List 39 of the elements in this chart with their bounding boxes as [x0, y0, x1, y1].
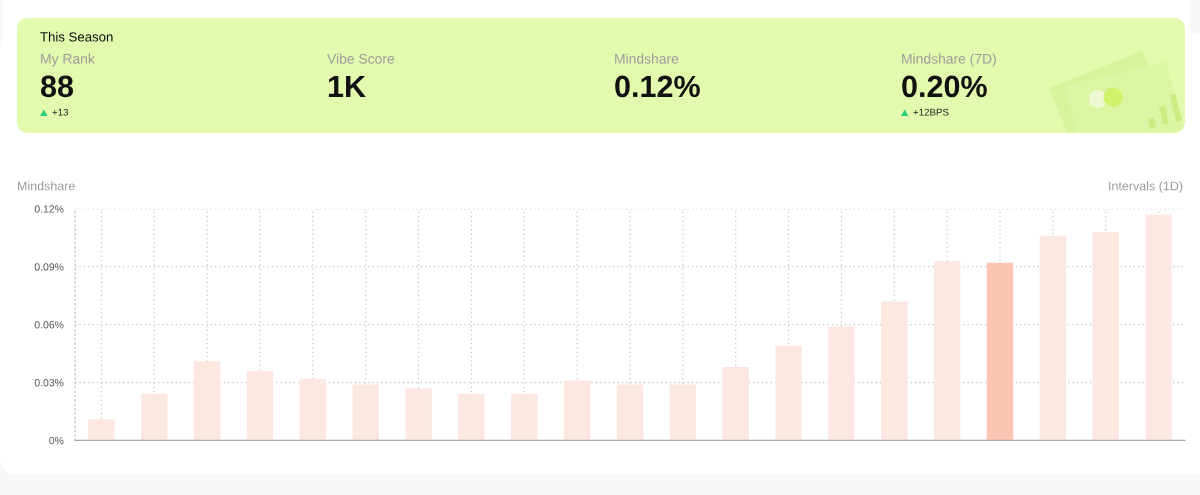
text: 88 — [40, 75, 74, 98]
bar — [299, 378, 327, 441]
bar — [141, 394, 168, 441]
y-tick-label: 0% — [49, 436, 64, 445]
bar — [511, 394, 538, 441]
bar — [722, 367, 749, 441]
y-tick-label: 0.06% — [34, 321, 64, 329]
category-label: Mindshare (7D) — [902, 53, 996, 67]
text: This Season — [40, 31, 113, 42]
bar — [563, 380, 591, 441]
bar — [458, 394, 485, 441]
bar — [669, 384, 697, 441]
bar — [881, 301, 908, 441]
y-tick-label: 0.09% — [34, 263, 64, 271]
bar — [88, 419, 115, 441]
bar — [986, 262, 1014, 441]
text: 0.12% — [615, 75, 700, 98]
text: +12BPS — [913, 108, 949, 116]
y-tick-label: 0.12% — [34, 205, 64, 213]
text: 1K — [328, 75, 366, 97]
bar — [933, 260, 961, 441]
bar — [405, 388, 432, 441]
bar — [193, 361, 221, 441]
bar — [775, 345, 802, 441]
category-label: Mindshare — [615, 53, 679, 64]
text: Intervals (1D) — [1109, 181, 1183, 193]
text: +13 — [52, 108, 69, 116]
chart-title: Mindshare — [18, 181, 75, 191]
bar — [1092, 231, 1119, 441]
bar — [616, 384, 644, 441]
bar — [1145, 214, 1172, 441]
bar — [246, 370, 274, 441]
bar — [352, 384, 379, 441]
y-tick-label: 0.03% — [34, 379, 64, 387]
text: 0.20% — [902, 75, 987, 98]
bar — [828, 326, 855, 441]
category-label: My Rank — [41, 53, 95, 67]
category-label: Vibe Score — [327, 53, 395, 64]
bar — [1039, 235, 1067, 441]
